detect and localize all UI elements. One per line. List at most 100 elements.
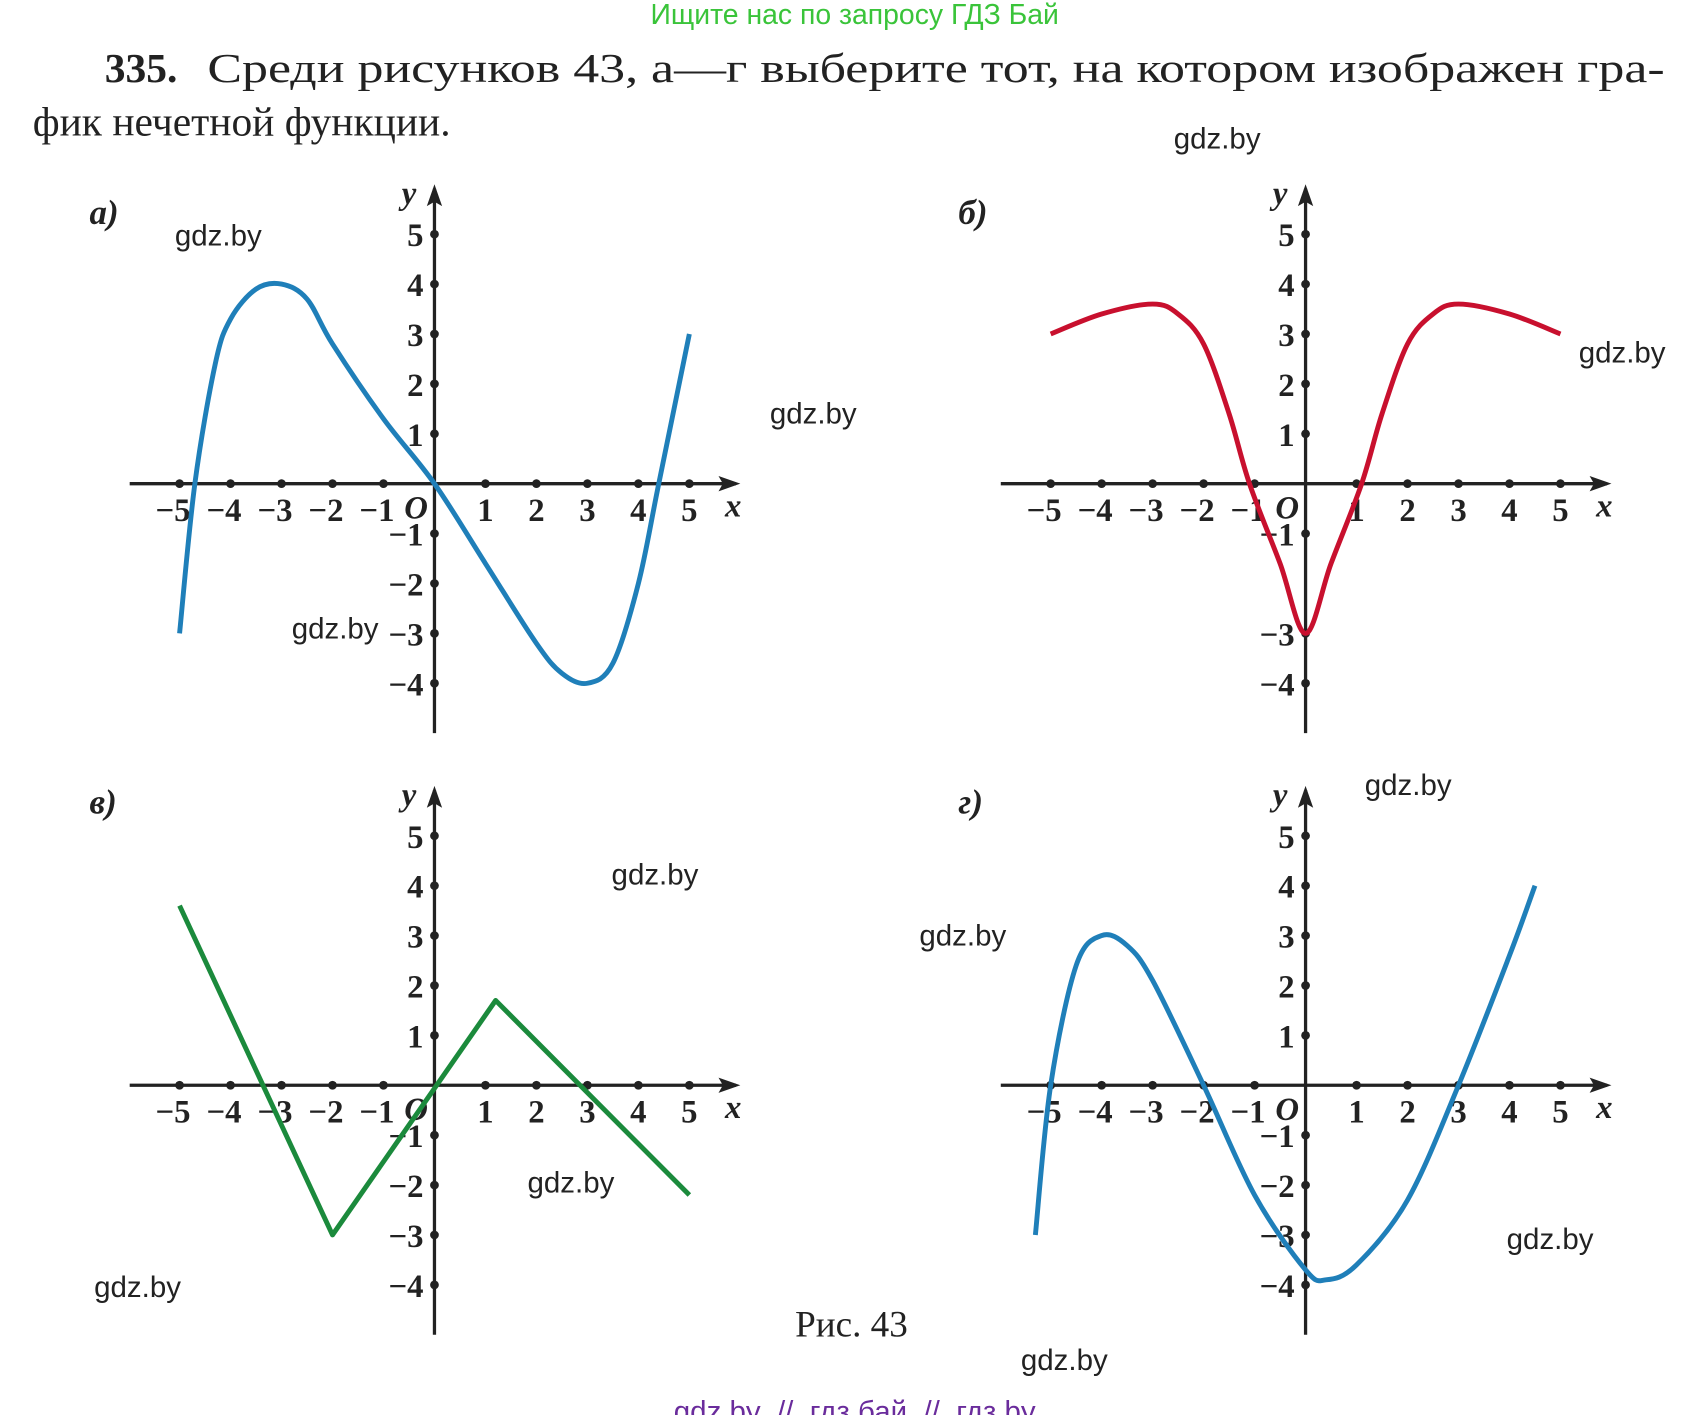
y-tick-label: 2	[407, 969, 423, 1005]
y-tick-label: −4	[389, 667, 424, 703]
y-tick	[1301, 831, 1310, 841]
y-tick-label: −3	[389, 1219, 424, 1255]
y-tick-label: 5	[407, 218, 423, 254]
y-tick-label: 3	[1278, 318, 1294, 354]
y-tick-label: −4	[1260, 667, 1295, 703]
x-tick-label: 5	[681, 493, 697, 529]
y-tick	[430, 628, 439, 638]
x-tick	[226, 1080, 235, 1090]
x-arrow	[718, 1077, 741, 1093]
watermark: gdz.by	[1579, 336, 1666, 369]
x-tick	[583, 479, 592, 489]
y-tick	[430, 279, 439, 289]
x-tick	[328, 479, 337, 489]
y-tick	[430, 379, 439, 389]
watermark: gdz.by	[175, 220, 262, 253]
y-tick	[430, 429, 439, 439]
y-tick	[1301, 279, 1310, 289]
x-tick	[532, 479, 541, 489]
x-tick	[1505, 479, 1514, 489]
y-arrow	[426, 184, 443, 207]
watermark: gdz.by	[94, 1271, 181, 1304]
search-hint: Ищите нас по запросу ГДЗ Бай	[651, 0, 1059, 31]
x-tick-label: 3	[579, 1094, 595, 1130]
y-tick-label: 5	[407, 820, 423, 856]
y-axis-label: y	[1269, 176, 1288, 212]
x-tick-label: −5	[1027, 493, 1062, 529]
y-tick	[1301, 1031, 1310, 1040]
x-tick	[1148, 479, 1158, 489]
x-tick-label: 4	[1501, 1094, 1517, 1130]
x-tick-label: 2	[1399, 1094, 1415, 1130]
function-curve	[1032, 884, 1538, 1284]
x-tick-label: −3	[1129, 493, 1164, 529]
x-tick-label: −1	[1231, 1094, 1266, 1130]
y-tick	[1301, 1230, 1310, 1240]
x-tick-label: 5	[1552, 493, 1568, 529]
y-tick-label: 2	[1278, 969, 1294, 1005]
y-tick-label: 3	[1278, 920, 1294, 956]
y-tick	[1301, 1130, 1310, 1140]
y-arrow	[426, 785, 443, 808]
watermark: gdz.by	[1174, 122, 1261, 155]
x-tick	[379, 1080, 388, 1090]
y-tick	[1301, 881, 1310, 891]
y-tick-label: −2	[1260, 1169, 1295, 1205]
y-arrow	[1297, 785, 1314, 808]
x-tick-label: −2	[308, 493, 343, 529]
y-tick-label: −2	[389, 1169, 424, 1205]
y-tick	[1301, 981, 1310, 990]
function-curve	[1049, 301, 1562, 636]
y-tick	[430, 229, 439, 239]
y-tick-label: 5	[1278, 218, 1294, 254]
y-tick-label: 2	[407, 368, 423, 404]
y-tick-label: −3	[389, 617, 424, 653]
x-tick	[226, 479, 235, 489]
x-tick	[277, 479, 286, 489]
watermark: gdz.by	[1365, 769, 1452, 802]
y-tick-label: 1	[407, 418, 423, 454]
y-tick-label: 3	[407, 318, 423, 354]
x-tick	[379, 479, 388, 489]
watermark: gdz.by	[612, 858, 699, 891]
y-tick	[430, 529, 439, 538]
x-tick	[634, 479, 643, 489]
y-tick	[430, 678, 439, 688]
y-tick-label: 2	[1278, 368, 1294, 404]
y-tick	[1301, 329, 1310, 339]
y-tick-label: 5	[1278, 820, 1294, 856]
x-axis-label: x	[724, 1090, 741, 1126]
x-tick	[175, 1080, 184, 1090]
x-tick-label: 5	[1552, 1094, 1568, 1130]
y-arrow	[1297, 184, 1314, 207]
y-tick-label: −4	[1260, 1269, 1295, 1305]
origin-label: O	[1275, 491, 1299, 527]
x-tick	[175, 479, 184, 489]
x-tick	[532, 1080, 541, 1090]
x-tick	[1454, 479, 1463, 489]
y-tick	[430, 1031, 439, 1040]
x-tick	[1352, 1080, 1361, 1090]
x-tick	[684, 479, 694, 489]
y-tick	[1301, 678, 1310, 688]
x-tick-label: 4	[1501, 493, 1517, 529]
x-tick	[277, 1080, 286, 1090]
y-tick-label: 4	[1278, 870, 1294, 906]
y-tick-label: −2	[389, 567, 424, 603]
y-tick-label: −3	[1260, 617, 1295, 653]
x-arrow	[718, 476, 741, 492]
y-axis-label: y	[398, 176, 417, 212]
y-tick	[430, 881, 439, 891]
x-tick	[1403, 479, 1412, 489]
y-tick-label: −1	[389, 518, 424, 554]
x-tick-label: −4	[206, 1094, 241, 1130]
x-tick	[1556, 479, 1565, 489]
x-tick-label: −5	[155, 1094, 190, 1130]
origin-label: O	[1275, 1092, 1299, 1128]
origin-label: O	[404, 491, 428, 527]
x-tick	[684, 1080, 694, 1090]
x-tick-label: −2	[1180, 493, 1215, 529]
y-tick-label: 1	[1278, 418, 1294, 454]
x-tick	[328, 1080, 337, 1090]
